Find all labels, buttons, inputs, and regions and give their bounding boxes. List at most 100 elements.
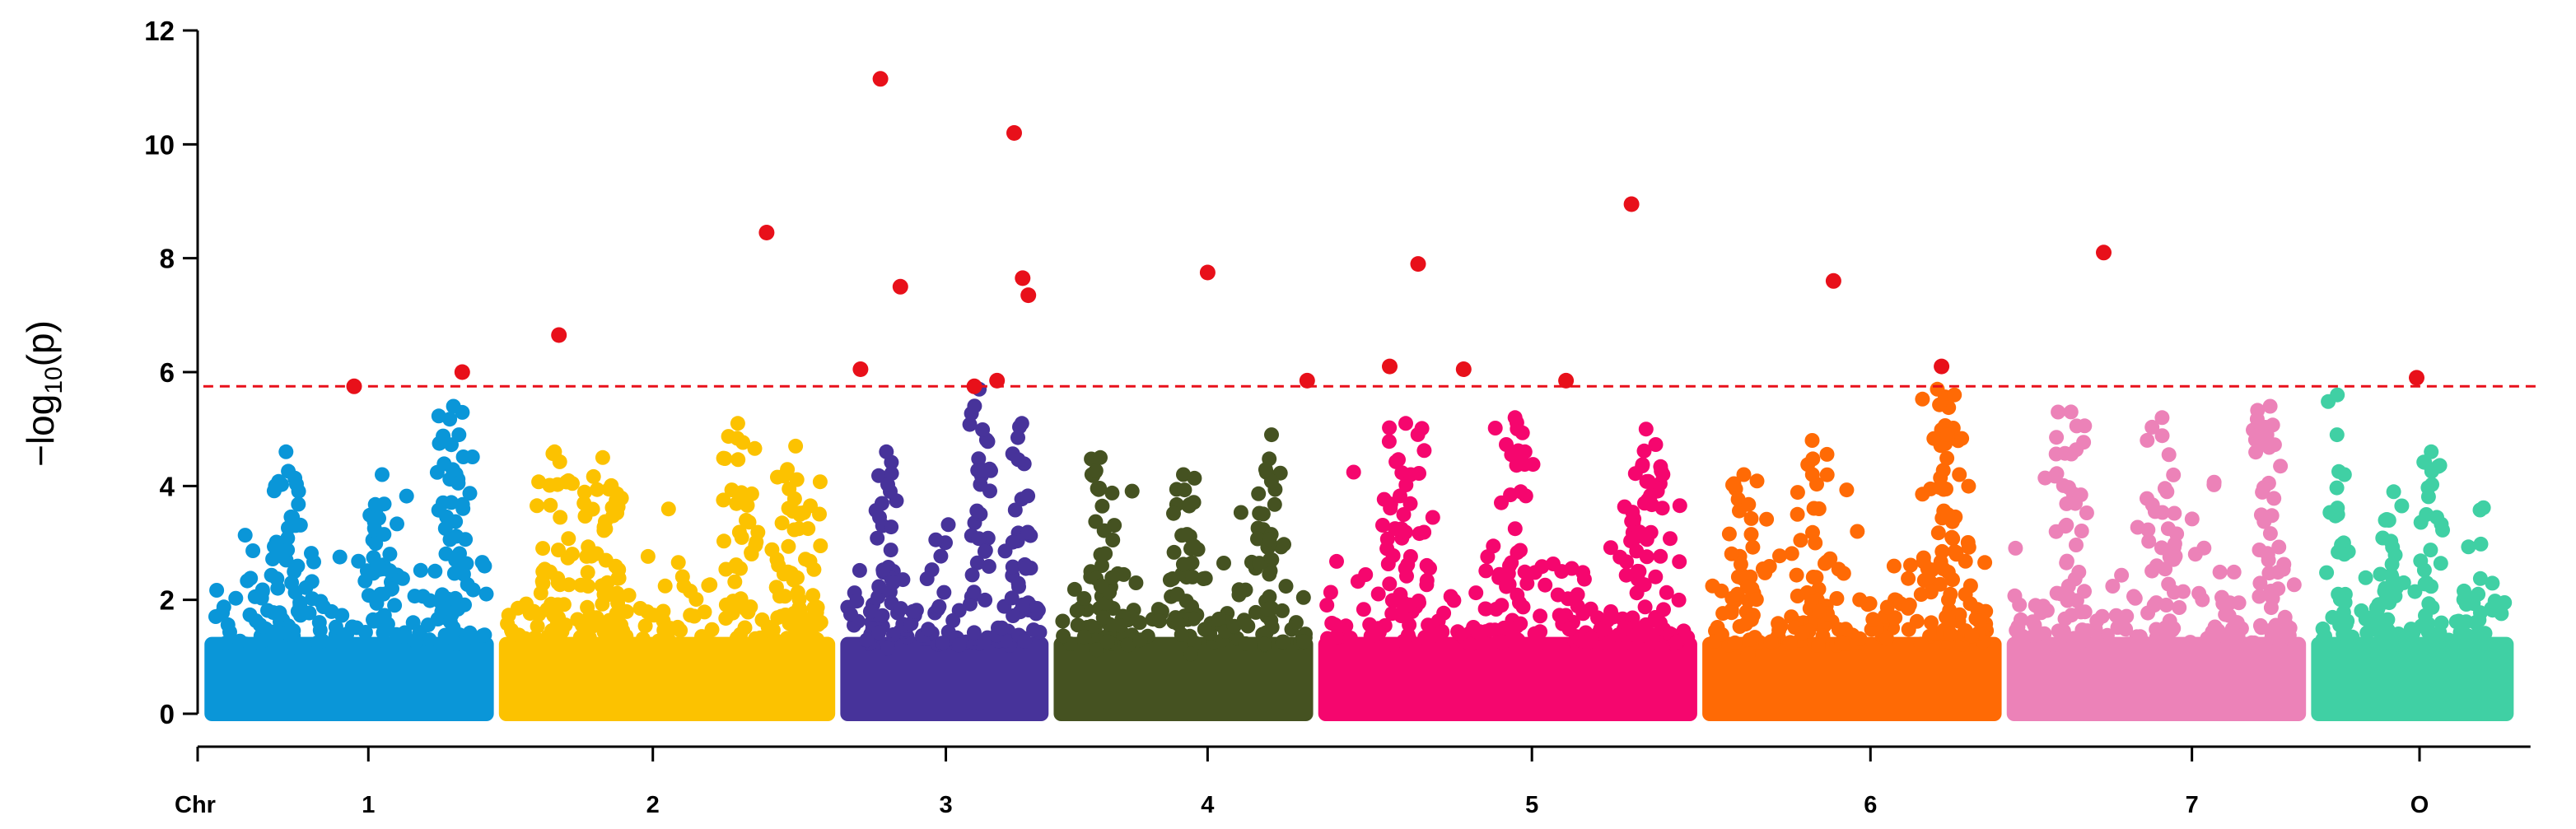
snp-point — [334, 608, 350, 623]
chromosome-3-dense-band — [840, 636, 1049, 721]
snp-point — [1943, 586, 1958, 602]
snp-point — [1120, 637, 1136, 653]
snp-point — [1076, 629, 1092, 645]
snp-point — [971, 531, 987, 547]
snp-point — [994, 620, 1010, 636]
snp-point — [903, 616, 919, 631]
snp-point — [348, 620, 364, 636]
chromosome-group-5 — [1318, 410, 1697, 721]
snp-point — [1416, 443, 1432, 459]
snp-point — [812, 506, 827, 522]
snp-point — [731, 524, 747, 540]
snp-point — [2014, 628, 2030, 644]
snp-point — [291, 483, 306, 499]
snp-point — [706, 636, 721, 652]
x-tick-label-chr-6: 6 — [1864, 792, 1877, 818]
snp-point — [1513, 484, 1528, 500]
snp-point — [1721, 526, 1737, 542]
snp-point — [328, 619, 343, 635]
snp-point — [602, 614, 618, 630]
snp-point — [1819, 446, 1835, 462]
y-tick-label: 10 — [144, 129, 175, 160]
snp-point — [966, 625, 982, 640]
snp-point — [670, 555, 686, 571]
snp-point — [2060, 593, 2075, 608]
snp-point — [2275, 561, 2291, 577]
snp-point — [1502, 558, 1517, 574]
snp-point — [477, 558, 492, 574]
snp-point — [2140, 432, 2155, 448]
x-axis-title: Chr — [175, 792, 216, 818]
snp-point — [1740, 646, 1756, 662]
snp-point — [527, 636, 543, 652]
significant-snp-point — [872, 71, 889, 87]
snp-point — [2416, 640, 2432, 656]
snp-point — [1275, 603, 1290, 618]
snp-point — [264, 567, 279, 583]
snp-point — [862, 603, 878, 619]
snp-point — [2126, 589, 2141, 604]
snp-point — [704, 622, 720, 637]
snp-point — [1790, 485, 1805, 501]
snp-point — [1186, 538, 1202, 554]
snp-point — [640, 548, 656, 564]
snp-point — [1076, 591, 1092, 606]
snp-point — [966, 584, 982, 600]
snp-point — [390, 516, 404, 532]
snp-point — [1478, 563, 1494, 579]
snp-point — [2384, 557, 2400, 572]
snp-point — [1636, 443, 1652, 459]
snp-point — [1010, 575, 1026, 591]
snp-point — [543, 497, 558, 513]
snp-peak-point — [1507, 410, 1523, 426]
snp-point — [1618, 567, 1634, 583]
snp-point — [1943, 626, 1958, 642]
snp-point — [805, 588, 821, 603]
snp-point — [1468, 585, 1484, 601]
snp-point — [580, 599, 595, 615]
snp-point — [1745, 539, 1761, 555]
snp-point — [1519, 575, 1535, 591]
snp-point — [2184, 511, 2200, 527]
snp-point — [1789, 567, 1804, 583]
snp-point — [1714, 626, 1729, 642]
snp-peak-point — [1638, 421, 1654, 437]
snp-point — [2036, 598, 2051, 614]
snp-point — [2073, 487, 2088, 503]
snp-point — [1088, 463, 1104, 478]
snp-point — [399, 488, 414, 504]
snp-point — [936, 584, 952, 600]
x-tick-label-chr-5: 5 — [1525, 792, 1538, 818]
chromosome-O-dense-band — [2311, 636, 2514, 721]
snp-point — [859, 632, 875, 648]
snp-point — [921, 622, 936, 637]
snp-point — [1952, 607, 1967, 622]
snp-point — [2265, 590, 2280, 606]
snp-point — [1939, 427, 1955, 443]
snp-peak-point — [1736, 467, 1752, 482]
snp-point — [243, 571, 259, 586]
snp-point — [611, 571, 627, 586]
snp-point — [1251, 486, 1267, 501]
significant-snp-point — [758, 225, 775, 240]
snp-point — [2472, 571, 2488, 586]
snp-peak-point — [1014, 416, 1029, 431]
snp-point — [735, 488, 751, 504]
snp-point — [2172, 600, 2187, 615]
snp-point — [872, 510, 887, 525]
snp-point — [1772, 548, 1787, 564]
snp-point — [1010, 430, 1025, 445]
snp-point — [719, 637, 735, 653]
snp-point — [1262, 566, 1277, 582]
snp-point — [2182, 635, 2198, 650]
snp-point — [761, 622, 777, 638]
snp-point — [1166, 544, 1182, 560]
snp-point — [408, 634, 424, 650]
snp-point — [2474, 637, 2490, 653]
snp-point — [791, 521, 807, 537]
snp-point — [1629, 543, 1645, 559]
snp-peak-point — [788, 438, 804, 454]
snp-point — [618, 628, 634, 644]
snp-point — [546, 608, 562, 623]
snp-point — [1264, 552, 1280, 567]
